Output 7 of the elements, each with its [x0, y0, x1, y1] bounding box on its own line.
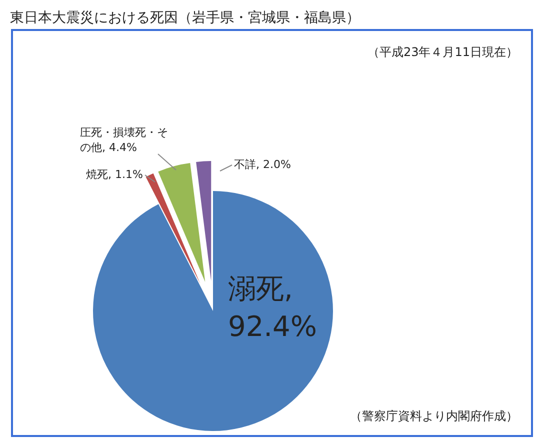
- text: （平成23年４月11日現在）: [367, 45, 518, 59]
- slice-label: 圧死・損壊死・その他, 4.4%: [80, 126, 168, 154]
- slice-label: 不詳, 2.0%: [234, 158, 291, 171]
- slice-label: 焼死, 1.1%: [86, 168, 143, 181]
- chart-title: 東日本大震災における死因（岩手県・宮城県・福島県）: [10, 10, 360, 26]
- text: （警察庁資料より内閣府作成）: [350, 409, 518, 423]
- slice-label: 溺死, 92.4%: [228, 272, 317, 343]
